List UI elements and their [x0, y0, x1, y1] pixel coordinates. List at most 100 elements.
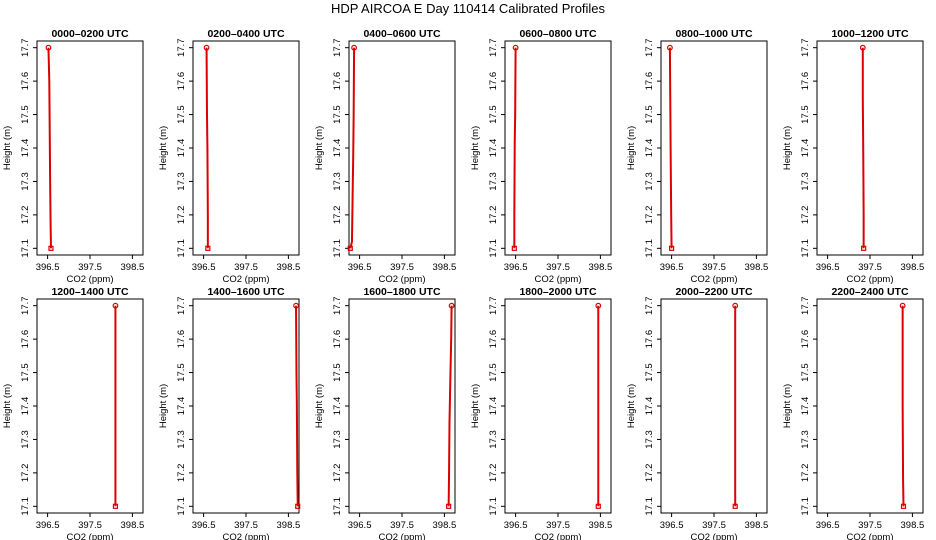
x-axis-label: CO2 (ppm): [847, 274, 894, 285]
x-tick-label: 398.5: [589, 520, 613, 531]
profile-panel: 0000–0200 UTC 17.1 17.2 17.3 17.4 17.5 17.6 17.…: [2, 28, 144, 285]
y-tick-label: 17.6: [176, 330, 187, 349]
data-point-bottom: [900, 503, 907, 509]
y-tick-label: 17.4: [488, 139, 499, 158]
plot-frame: [816, 40, 924, 256]
x-tick-label: 398.5: [121, 262, 145, 273]
y-tick-label: 17.2: [20, 206, 31, 225]
x-tick-label: 396.5: [348, 262, 372, 273]
y-tick-label: 17.4: [800, 139, 811, 158]
y-axis-label: Height (m): [2, 126, 13, 170]
y-tick-label: 17.1: [332, 239, 343, 258]
y-tick-label: 17.4: [332, 397, 343, 416]
data-point-top: [859, 44, 866, 51]
y-tick-label: 17.2: [644, 206, 655, 225]
y-tick-label: 17.3: [800, 172, 811, 191]
profile-panel: 0800–1000 UTC 17.1 17.2 17.3 17.4 17.5 17.6 17.…: [626, 28, 768, 285]
data-point-bottom: [668, 245, 675, 251]
data-point-bottom: [205, 245, 211, 251]
y-tick-label: 17.7: [20, 296, 31, 315]
data-point-bottom: [295, 503, 301, 509]
co2-profile-line: [349, 47, 356, 249]
data-point-bottom: [48, 245, 54, 251]
y-tick-label: 17.5: [488, 105, 499, 124]
plot-frame: [36, 40, 144, 256]
x-tick-label: 398.5: [901, 520, 925, 531]
profile-panel: 1400–1600 UTC 17.1 17.2 17.3 17.4 17.5 17.6 17.…: [158, 286, 301, 540]
profile-panel: 2200–2400 UTC 17.1 17.2 17.3 17.4 17.5 17.6 17.…: [782, 286, 924, 540]
data-point-bottom: [861, 245, 867, 251]
plot-frame: [504, 40, 612, 256]
y-tick-label: 17.5: [20, 105, 31, 124]
x-tick-label: 398.5: [745, 262, 769, 273]
data-point-top: [667, 44, 673, 51]
y-axis-label: Height (m): [626, 384, 637, 428]
y-tick-label: 17.1: [332, 497, 343, 516]
x-axis-label: CO2 (ppm): [67, 532, 114, 540]
x-tick-label: 396.5: [192, 520, 216, 531]
y-tick-label: 17.1: [488, 239, 499, 258]
data-point-top: [595, 302, 602, 309]
plot-frame: [348, 40, 456, 256]
y-tick-label: 17.4: [176, 139, 187, 158]
y-tick-label: 17.5: [176, 363, 187, 382]
x-axis-label: CO2 (ppm): [223, 532, 270, 540]
profile-panel: 1800–2000 UTC 17.1 17.2 17.3 17.4 17.5 17.6 17.…: [470, 286, 612, 540]
y-tick-label: 17.1: [644, 497, 655, 516]
y-axis-label: Height (m): [470, 384, 481, 428]
plot-frame: [816, 298, 924, 514]
x-tick-label: 396.5: [348, 520, 372, 531]
x-tick-label: 398.5: [589, 262, 613, 273]
y-tick-label: 17.2: [800, 206, 811, 225]
y-tick-label: 17.7: [644, 296, 655, 315]
y-tick-label: 17.2: [176, 464, 187, 483]
y-tick-label: 17.2: [332, 206, 343, 225]
y-tick-label: 17.7: [800, 296, 811, 315]
y-axis-label: Height (m): [626, 126, 637, 170]
panel-title: 2200–2400 UTC: [831, 286, 908, 298]
data-point-top: [899, 302, 906, 309]
data-point-top: [203, 44, 210, 51]
y-tick-label: 17.1: [800, 497, 811, 516]
x-axis-label: CO2 (ppm): [67, 274, 114, 285]
profile-panel: 1600–1800 UTC 17.1 17.2 17.3 17.4 17.5 17.6 17.…: [314, 286, 456, 540]
x-tick-label: 396.5: [816, 262, 840, 273]
y-tick-label: 17.6: [332, 330, 343, 349]
y-tick-label: 17.5: [644, 105, 655, 124]
x-tick-label: 398.5: [433, 520, 457, 531]
y-tick-label: 17.5: [644, 363, 655, 382]
x-tick-label: 397.5: [858, 520, 882, 531]
y-tick-label: 17.7: [20, 38, 31, 57]
panel-title: 0800–1000 UTC: [675, 28, 752, 40]
y-tick-label: 17.4: [800, 397, 811, 416]
y-axis-label: Height (m): [782, 126, 793, 170]
y-tick-label: 17.6: [488, 72, 499, 91]
panel-title: 1200–1400 UTC: [51, 286, 128, 298]
y-tick-label: 17.4: [332, 139, 343, 158]
y-tick-label: 17.1: [644, 239, 655, 258]
x-tick-label: 397.5: [390, 520, 414, 531]
y-tick-label: 17.6: [20, 72, 31, 91]
y-tick-label: 17.4: [488, 397, 499, 416]
y-tick-label: 17.6: [176, 72, 187, 91]
x-tick-label: 397.5: [546, 262, 570, 273]
x-tick-label: 397.5: [78, 262, 102, 273]
co2-profile-line: [205, 47, 209, 249]
x-axis-label: CO2 (ppm): [379, 274, 426, 285]
profile-panel: 0400–0600 UTC 17.1 17.2 17.3 17.4 17.5 17.6 17.…: [314, 28, 456, 285]
x-axis-label: CO2 (ppm): [691, 532, 738, 540]
y-tick-label: 17.3: [332, 430, 343, 449]
y-tick-label: 17.3: [20, 172, 31, 191]
y-axis-label: Height (m): [314, 384, 325, 428]
y-tick-label: 17.2: [644, 464, 655, 483]
data-point-top: [732, 302, 739, 309]
panel-title: 0400–0600 UTC: [363, 28, 440, 40]
y-tick-label: 17.3: [176, 172, 187, 191]
x-axis-label: CO2 (ppm): [379, 532, 426, 540]
y-axis-label: Height (m): [782, 384, 793, 428]
plot-frame: [36, 298, 144, 514]
y-tick-label: 17.1: [20, 239, 31, 258]
data-point-top: [112, 302, 119, 309]
profile-panel: 1200–1400 UTC 17.1 17.2 17.3 17.4 17.5 17.6 17.…: [2, 286, 144, 540]
y-tick-label: 17.7: [176, 296, 187, 315]
